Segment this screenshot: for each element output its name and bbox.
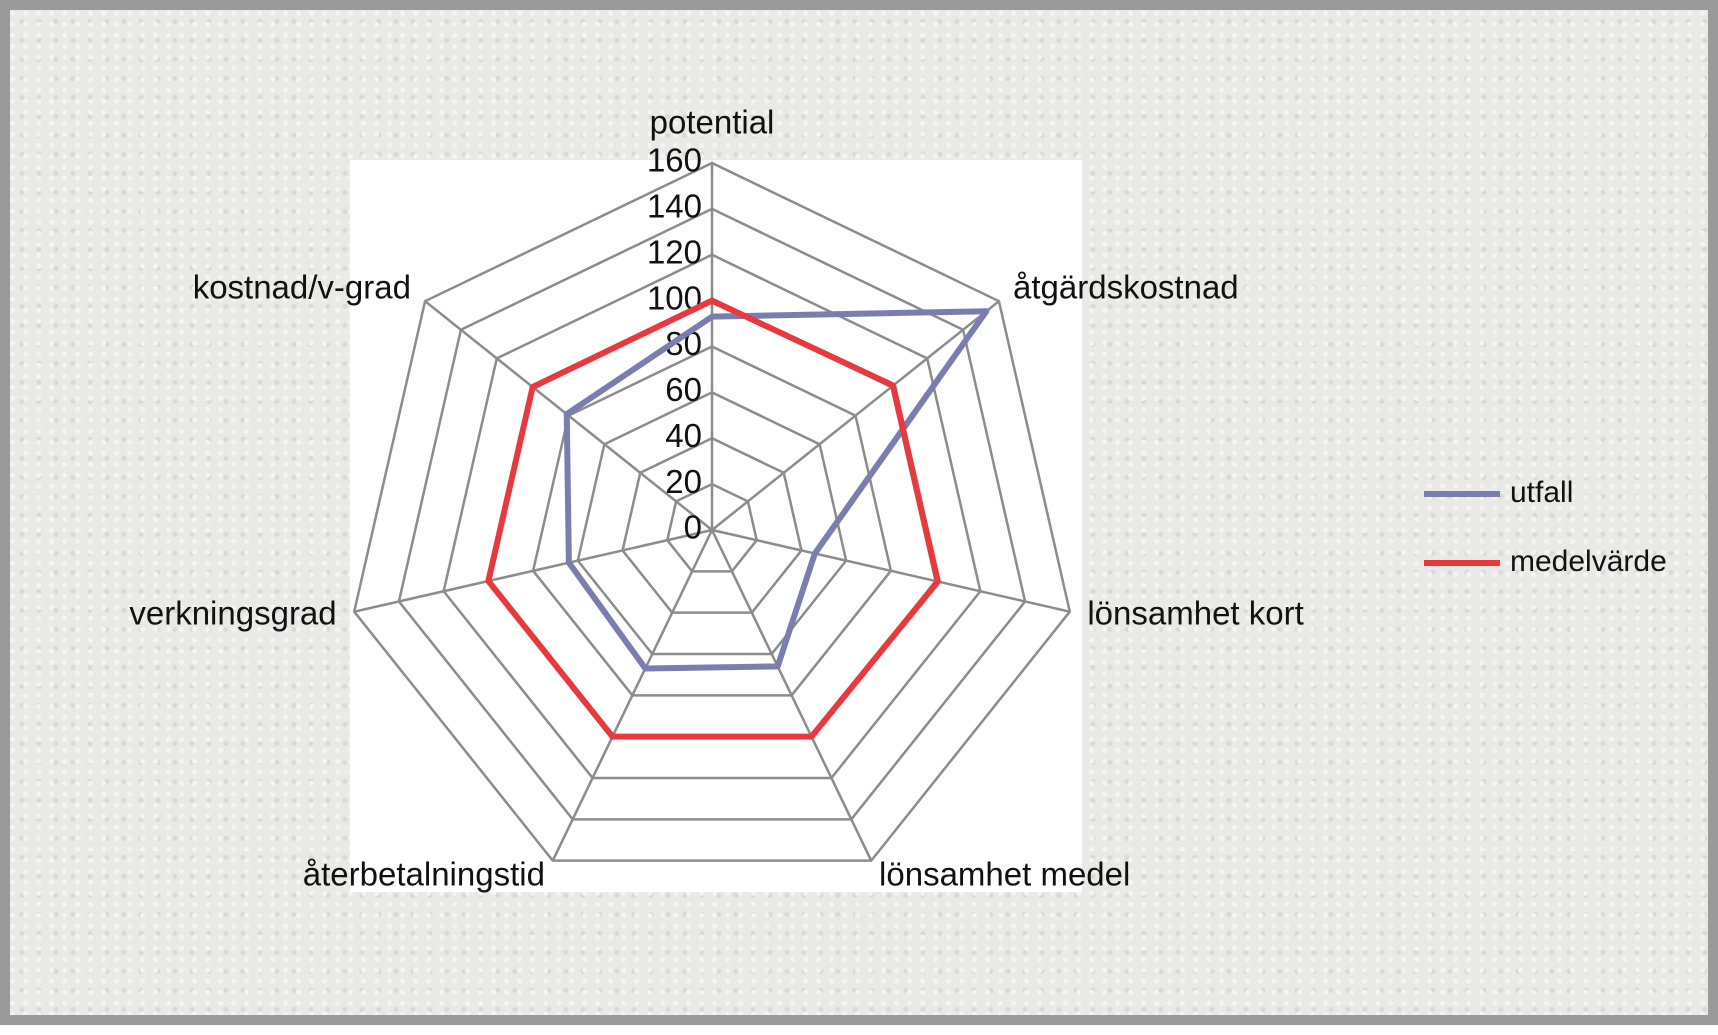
grid-ring: [621, 436, 803, 614]
grid-ring: [352, 161, 1072, 862]
spoke: [353, 528, 713, 613]
category-label: lönsamhet medel: [879, 856, 1130, 893]
category-label: lönsamhet kort: [1087, 594, 1303, 631]
legend-label: medelvärde: [1510, 545, 1667, 578]
y-tick-label: 140: [647, 188, 702, 225]
category-label: potential: [650, 104, 775, 141]
y-tick-label: 20: [665, 463, 702, 500]
spoke: [551, 529, 714, 862]
grid-ring: [442, 253, 982, 780]
grid-ring: [397, 207, 1027, 821]
legend-label: utfall: [1510, 476, 1573, 509]
y-tick-label: 0: [684, 509, 702, 546]
series-line: [485, 297, 941, 740]
y-tick-label: 160: [647, 142, 702, 179]
grid-ring: [576, 390, 848, 656]
series-line: [563, 308, 990, 672]
grid-ring: [531, 345, 893, 697]
category-label: återbetalningstid: [303, 856, 545, 893]
grid-ring: [665, 482, 759, 573]
category-label: verkningsgrad: [129, 594, 336, 631]
category-label: kostnad/v-grad: [193, 269, 411, 306]
category-label: åtgärdskostnad: [1013, 269, 1239, 306]
y-tick-label: 120: [647, 233, 702, 270]
y-tick-label: 40: [665, 417, 702, 454]
spoke: [711, 528, 1071, 613]
chart: 020406080100120140160potentialåtgärdskos…: [129, 104, 1667, 893]
spoke: [710, 529, 873, 862]
spoke: [711, 300, 1000, 531]
y-tick-label: 60: [665, 371, 702, 408]
